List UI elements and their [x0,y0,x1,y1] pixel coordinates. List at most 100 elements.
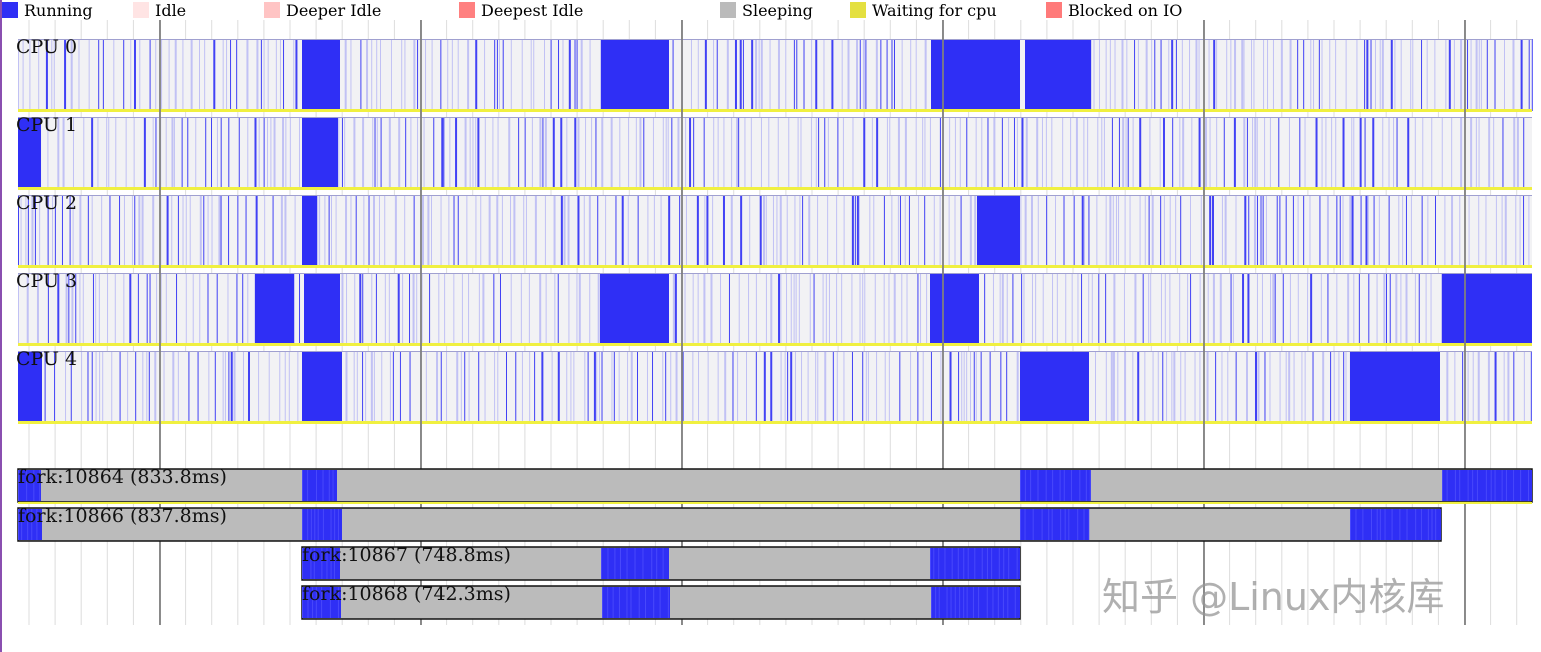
cpu-running-slice [1246,351,1249,423]
cpu-running-slice [1171,39,1174,111]
process-running-slice [626,548,628,579]
cpu-running-slice [18,195,19,267]
process-running-slice [991,548,993,579]
cpu-running-slice [1531,39,1533,111]
cpu-running-slice [1339,195,1341,267]
cpu-running-slice [316,195,319,267]
cpu-running-slice [51,39,53,111]
cpu-running-slice [619,117,621,189]
process-running-slice [992,587,994,618]
legend-swatch [2,2,18,18]
cpu-running-slice [824,117,826,189]
cpu-running-slice [152,117,154,189]
cpu-running-slice [926,273,928,345]
cpu-running-slice [111,351,113,423]
cpu-running-slice [1407,117,1410,189]
cpu-running-slice [876,351,878,423]
cpu-running-slice [510,39,512,111]
cpu-running-slice [949,351,952,423]
cpu-running-slice [199,195,202,267]
cpu-running-slice [723,117,725,189]
cpu-running-slice [1272,39,1274,111]
cpu-running-slice [1460,39,1463,111]
cpu-running-slice [660,195,662,267]
cpu-running-slice [948,195,950,267]
cpu-running-slice [1425,273,1427,345]
cpu-running-slice [143,117,146,189]
cpu-running-slice [53,39,55,111]
process-running-slice [1008,548,1010,579]
cpu-running-slice [716,39,718,111]
cpu-running-slice [1091,273,1093,345]
cpu-running-slice [1077,273,1079,345]
cpu-running-slice [413,195,415,267]
cpu-running-slice [893,273,896,345]
cpu-running-slice [431,195,433,267]
cpu-running-slice [344,39,347,111]
process-running-slice [26,470,28,501]
cpu-running-slice [886,39,888,111]
cpu-running-slice [165,273,167,345]
cpu-running-slice [1125,117,1127,189]
cpu-running-slice [880,39,882,111]
process-running-slice [328,470,330,501]
cpu-running-slice [803,39,805,111]
cpu-running-slice [54,351,56,423]
cpu-running-slice [125,117,127,189]
cpu-running-slice [1303,39,1305,111]
cpu-running-slice [161,39,163,111]
cpu-running-slice [26,273,29,345]
cpu-running-slice [1402,195,1404,267]
cpu-running-slice [345,195,348,267]
cpu-running-slice [31,195,34,267]
cpu-running-slice [807,351,809,423]
cpu-running-slice [87,195,89,267]
cpu-running-slice [69,195,71,267]
cpu-running-slice [793,273,795,345]
process-running-slice [1088,509,1090,540]
cpu-running-slice [1179,273,1181,345]
cpu-running-slice [1142,273,1144,345]
cpu-running-slice [65,351,67,423]
process-running-slice [302,587,303,618]
cpu-running-slice [27,195,29,267]
cpu-running-slice [496,195,499,267]
cpu-running-slice [1211,195,1214,267]
cpu-running-slice [148,351,150,423]
cpu-running-slice [1400,273,1402,345]
cpu-running-slice [1353,273,1355,345]
cpu-running-slice [211,195,213,267]
cpu-running-slice [949,117,951,189]
cpu-running-slice [595,117,597,189]
cpu-running-slice [1307,273,1309,345]
process-running-slice [313,548,315,579]
cpu-running-slice [214,351,216,423]
cpu-running-slice [279,351,281,423]
cpu-running-slice [1234,39,1237,111]
cpu-running-slice [1212,273,1215,345]
cpu-running-slice [1487,351,1490,423]
cpu-running-slice [129,273,132,345]
cpu-running-slice [1274,273,1276,345]
cpu-running-slice [482,273,485,345]
cpu-running-slice [1016,117,1018,189]
cpu-running-slice [258,351,260,423]
process-running-slice [1064,509,1066,540]
cpu-running-slice [1378,195,1380,267]
cpu-row-border [18,351,1532,352]
cpu-running-slice [704,39,707,111]
cpu-running-slice [930,351,932,423]
cpu-running-slice [1410,195,1412,267]
cpu-running-slice [95,273,97,345]
cpu-running-slice [199,273,201,345]
cpu-running-slice [1330,351,1332,423]
cpu-running-slice [601,351,603,423]
cpu-running-slice [1335,39,1337,111]
cpu-running-slice [246,39,249,111]
cpu-running-slice [973,351,975,423]
cpu-running-slice [685,117,687,189]
cpu-running-slice [552,117,555,189]
cpu-running-slice [413,39,416,111]
process-running-slice [653,587,655,618]
process-running-slice [1435,509,1437,540]
